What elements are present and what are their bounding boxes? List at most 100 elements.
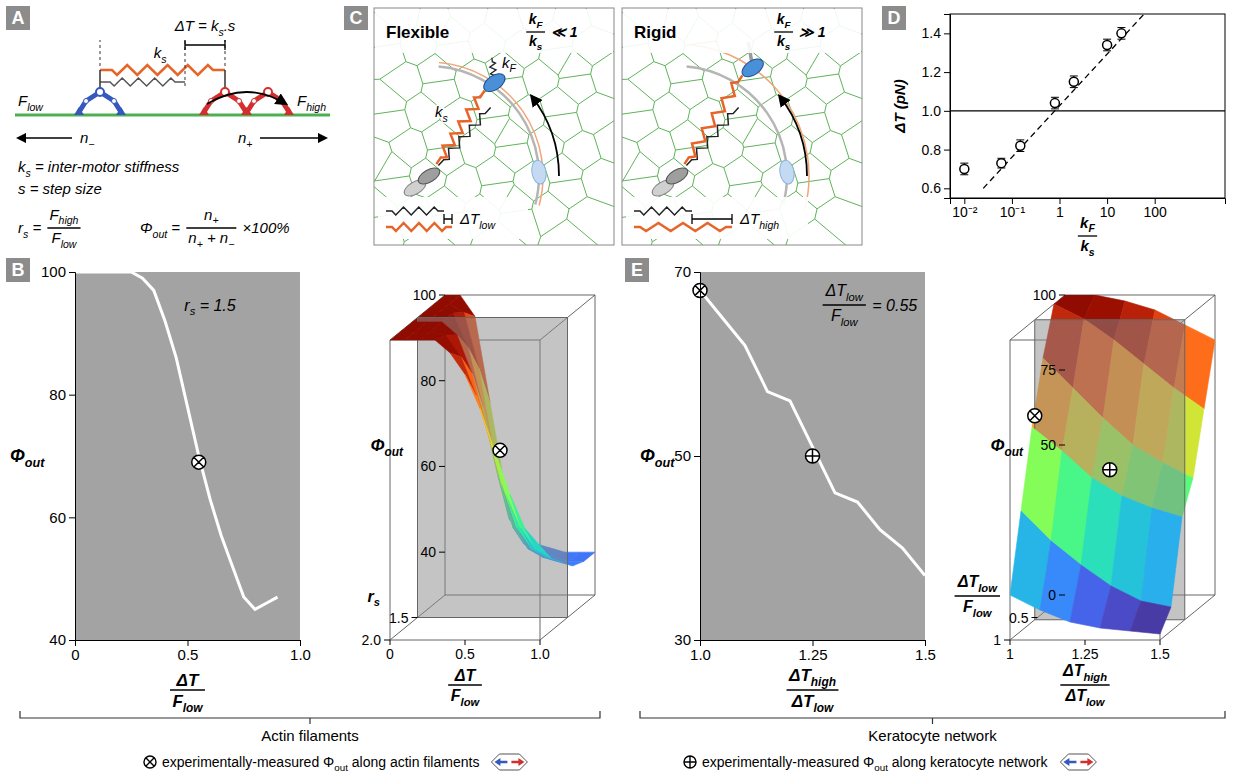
text-part: s [537,41,543,52]
fraction-bar [526,31,545,32]
axes-3d: 00.51.01.52.0406080100 [362,287,550,662]
label: kF [1080,214,1095,235]
fraction: ΔThigh ΔTlow [1060,662,1109,707]
fraction-bar [170,689,205,690]
rotation-arrow [531,96,559,176]
text-part: experimentally-measured Φ [702,754,874,770]
text-part: n [188,229,196,246]
plot-lines [950,14,1225,188]
tick: 0.6 [922,180,950,196]
tick-mark [439,552,445,553]
point [1117,29,1126,38]
tick: 10⁻¹ [1000,198,1026,220]
tick-mark [412,617,418,618]
tick-label: 1.0 [922,103,942,119]
text-part: out [334,762,348,773]
surface-cell [569,552,595,561]
tick-label: 1.2 [922,64,942,80]
tick-label: 40 [420,544,436,560]
legend-icon [1063,758,1069,766]
tick: 1.5 [915,640,936,663]
tick-label: 1.5 [1150,646,1170,662]
legend-icon [511,761,519,764]
tick-mark [944,188,950,189]
tick: 1.0 [922,103,950,119]
tick-label: 0.8 [922,142,942,158]
tick-label: 10⁻² [952,204,978,220]
slice-plane [418,318,568,618]
series-line [950,110,1225,111]
text-part: experimentally-measured Φ [162,754,334,770]
tick: 80 [49,386,75,403]
label: Φout [991,436,1025,459]
text-part: Φ [140,219,153,236]
plot-lines [700,290,925,575]
text-part: ΔT [788,666,812,685]
error-bar [1051,97,1059,109]
text-part: Φ [10,446,25,466]
panel-letter: B [6,258,30,282]
legend-icon [518,758,524,766]
text-part: ΔT = k [174,17,220,34]
text-part: high [1083,671,1107,683]
text-part: low [183,701,204,715]
tick-mark [944,33,950,34]
series-line [700,290,925,575]
letter-box [6,6,30,30]
text-part: + [246,138,252,150]
panel-c-box: kskFFlexiblekFks ≪ 1ΔTlow [374,8,614,245]
label: Φout [371,436,405,459]
label: kF [529,11,544,30]
track [15,114,330,117]
text-part: s [443,112,449,124]
tick-label: 1.0 [690,646,711,663]
direction-arrow [18,137,72,139]
text-part: along actin filaments [348,754,480,770]
box-content [622,8,862,245]
tick: 100 [1144,198,1168,220]
tick-mark [1004,640,1010,641]
letter-text: E [631,260,643,280]
label: n− [80,129,94,150]
fraction-bar [955,595,1000,596]
tick-label: 100 [41,263,66,280]
tick-label: 10 [1100,204,1116,220]
error-bar [1016,140,1024,152]
text-part: out [655,456,675,470]
axis: 00.51.0 [71,640,311,663]
spring [684,75,742,164]
previous-motor [778,159,796,185]
panel-letter: D [882,6,906,30]
point [1050,99,1059,108]
label: ΔThigh [1062,662,1107,683]
label: ks [154,44,168,65]
text-part: ΔT (pN) [891,79,908,133]
tick: 30 [674,631,700,648]
text-part: ΔT [176,671,200,690]
surface-cell [1130,601,1171,634]
text-part: ΔT [791,692,815,711]
text-part: ΔT [957,573,980,590]
label: rs = [18,219,45,240]
tick-mark [69,395,75,396]
motor-foot [284,107,294,115]
plot-background [700,272,925,640]
spring-key [386,223,452,231]
tick-mark [1059,445,1065,446]
text-part: ΔT [825,282,848,299]
text-part: low [813,701,834,715]
label: ΔTlow [1064,687,1105,708]
letter-text: A [12,8,25,28]
legend-text: experimentally-measured Φout along actin… [162,754,479,773]
motor [739,55,767,80]
spring [436,91,484,165]
axis: 0.60.81.01.21.4 [922,15,951,199]
label: ΔTlow [791,692,834,715]
surface-cell [525,529,551,559]
tick-label: 0 [1048,587,1056,603]
fraction-bar [47,227,80,228]
label: rs = 1.5 [184,297,236,318]
text-part: s [1089,246,1095,258]
label: Flow [18,92,44,113]
text-part: F [172,692,183,711]
